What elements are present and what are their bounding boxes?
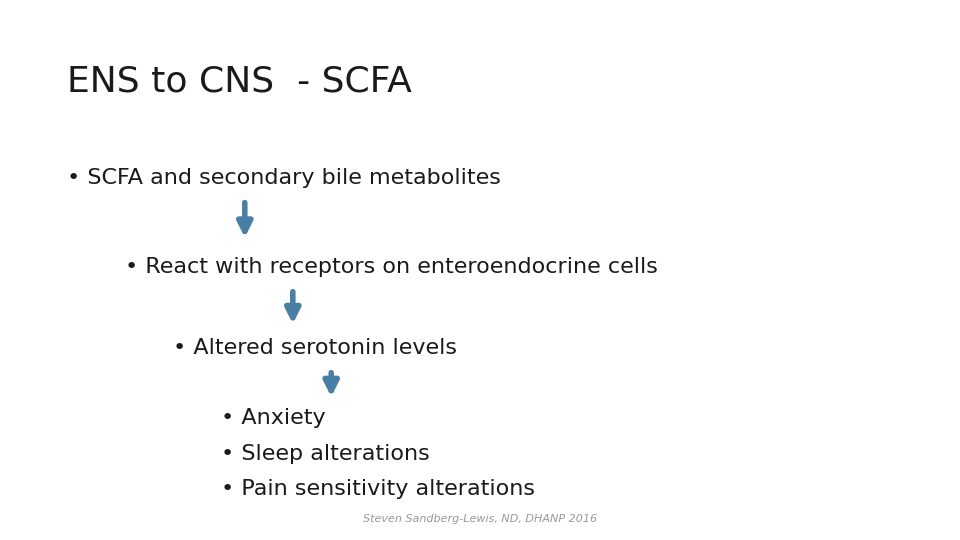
Text: ENS to CNS  - SCFA: ENS to CNS - SCFA bbox=[67, 65, 412, 99]
Text: Steven Sandberg-Lewis, ND, DHANP 2016: Steven Sandberg-Lewis, ND, DHANP 2016 bbox=[363, 514, 597, 524]
Text: • Anxiety: • Anxiety bbox=[221, 408, 325, 429]
Text: • Pain sensitivity alterations: • Pain sensitivity alterations bbox=[221, 478, 535, 499]
Text: • Sleep alterations: • Sleep alterations bbox=[221, 443, 429, 464]
Text: • Altered serotonin levels: • Altered serotonin levels bbox=[173, 338, 457, 359]
Text: • React with receptors on enteroendocrine cells: • React with receptors on enteroendocrin… bbox=[125, 257, 658, 278]
Text: • SCFA and secondary bile metabolites: • SCFA and secondary bile metabolites bbox=[67, 168, 501, 188]
